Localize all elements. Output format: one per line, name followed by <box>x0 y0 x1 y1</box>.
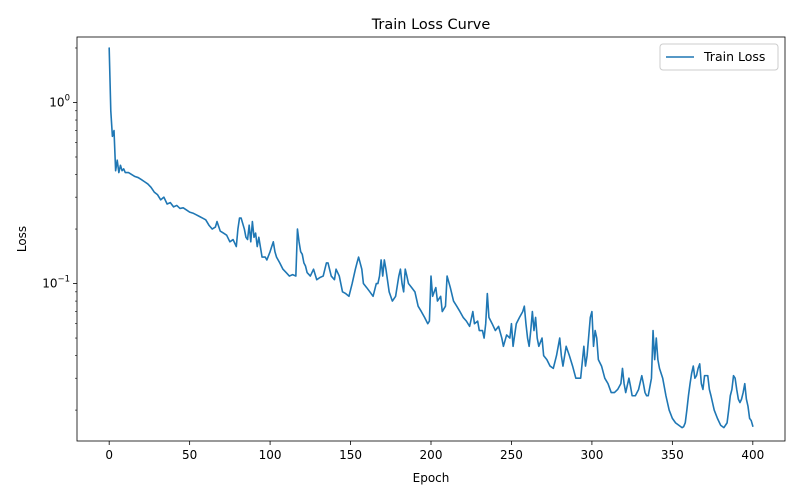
x-tick-label: 400 <box>741 448 764 462</box>
y-tick-label-exponent: −1 <box>57 275 70 285</box>
x-tick-label: 200 <box>420 448 443 462</box>
x-tick-label: 250 <box>500 448 523 462</box>
y-tick-label: 100 <box>49 93 70 109</box>
legend-label-train-loss: Train Loss <box>703 49 765 64</box>
plot-area-frame <box>76 36 786 442</box>
x-tick-label: 300 <box>580 448 603 462</box>
legend: Train Loss <box>659 43 779 71</box>
y-axis-title: Loss <box>15 226 29 252</box>
x-tick-label: 50 <box>182 448 197 462</box>
series-line-train-loss <box>108 47 754 429</box>
legend-box <box>659 43 779 71</box>
x-tick-label: 0 <box>105 448 113 462</box>
y-tick-label-exponent: 0 <box>65 93 70 103</box>
chart-title: Train Loss Curve <box>371 17 491 33</box>
series-layer <box>108 47 754 429</box>
y-tick-label: 10−1 <box>42 275 70 291</box>
x-axis-title: Epoch <box>413 471 450 485</box>
x-axis-ticks: 0 50 100 150 200 250 300 350 400 <box>105 441 764 462</box>
x-tick-label: 150 <box>339 448 362 462</box>
y-tick-label-base: 10 <box>49 95 64 109</box>
x-tick-label: 350 <box>661 448 684 462</box>
y-tick-label-base: 10 <box>42 277 57 291</box>
x-tick-label: 100 <box>259 448 282 462</box>
